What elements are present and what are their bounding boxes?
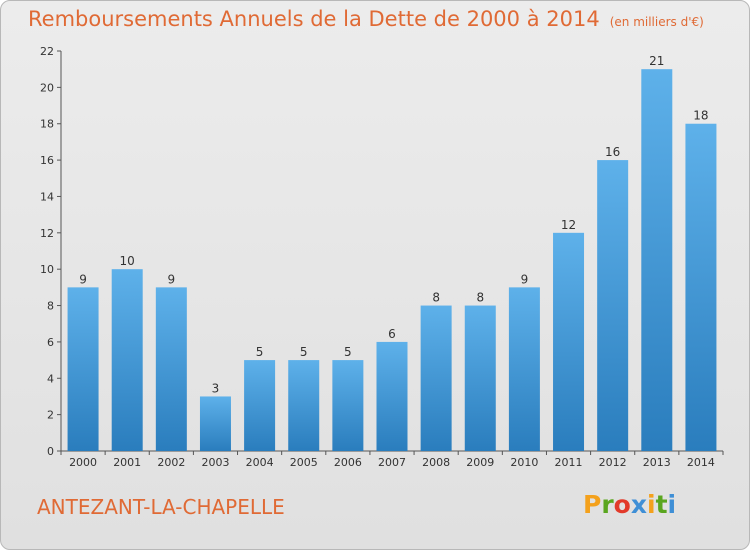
logo-letter: r xyxy=(601,490,614,519)
bar-2001 xyxy=(111,269,143,451)
bar-2010 xyxy=(508,287,540,451)
logo-letter: i xyxy=(647,490,656,519)
bar-2007 xyxy=(376,341,408,451)
y-tick-label: 12 xyxy=(40,227,54,240)
x-tick-label-2012: 2012 xyxy=(599,456,627,469)
logo-letter: t xyxy=(655,490,668,519)
bar-2003 xyxy=(199,396,231,451)
x-tick-label-2009: 2009 xyxy=(466,456,494,469)
bar-2011 xyxy=(553,232,585,451)
y-tick-label: 22 xyxy=(40,45,54,58)
bar-2005 xyxy=(288,360,320,451)
y-tick-label: 16 xyxy=(40,154,54,167)
y-tick-label: 4 xyxy=(47,372,54,385)
bar-2000 xyxy=(67,287,99,451)
value-label-2007: 6 xyxy=(388,327,396,341)
logo-letter: P xyxy=(583,490,602,519)
x-tick-label-2002: 2002 xyxy=(157,456,185,469)
x-tick-label-2010: 2010 xyxy=(510,456,538,469)
x-tick-label-2011: 2011 xyxy=(555,456,583,469)
proxiti-logo: Proxiti xyxy=(583,490,676,519)
x-tick-label-2005: 2005 xyxy=(290,456,318,469)
x-tick-label-2006: 2006 xyxy=(334,456,362,469)
y-tick-label: 6 xyxy=(47,336,54,349)
value-label-2006: 5 xyxy=(344,345,352,359)
y-tick-label: 10 xyxy=(40,263,54,276)
value-label-2013: 21 xyxy=(649,54,664,68)
value-label-2005: 5 xyxy=(300,345,308,359)
x-tick-label-2007: 2007 xyxy=(378,456,406,469)
logo-letter: o xyxy=(613,490,631,519)
value-label-2003: 3 xyxy=(212,381,220,395)
value-label-2009: 8 xyxy=(476,291,484,305)
value-label-2001: 10 xyxy=(120,254,135,268)
bar-2012 xyxy=(597,160,629,451)
x-tick-label-2004: 2004 xyxy=(246,456,274,469)
title-text: Remboursements Annuels de la Dette de 20… xyxy=(28,7,600,31)
logo-letter: i xyxy=(667,490,677,519)
x-tick-label-2001: 2001 xyxy=(113,456,141,469)
value-label-2010: 9 xyxy=(521,272,529,286)
logo-letter: x xyxy=(630,490,647,519)
bar-2004 xyxy=(244,360,276,451)
value-label-2014: 18 xyxy=(693,109,708,123)
y-tick-label: 0 xyxy=(47,445,54,458)
x-tick-label-2008: 2008 xyxy=(422,456,450,469)
value-label-2012: 16 xyxy=(605,145,620,159)
value-label-2011: 12 xyxy=(561,218,576,232)
y-tick-label: 2 xyxy=(47,409,54,422)
bar-2014 xyxy=(685,123,717,452)
value-label-2008: 8 xyxy=(432,291,440,305)
town-name: ANTEZANT-LA-CHAPELLE xyxy=(37,495,285,519)
chart-subtitle: (en milliers d'€) xyxy=(609,15,704,29)
x-tick-label-2014: 2014 xyxy=(687,456,715,469)
x-tick-label-2013: 2013 xyxy=(643,456,671,469)
x-tick-label-2000: 2000 xyxy=(69,456,97,469)
y-tick-label: 8 xyxy=(47,300,54,313)
value-label-2004: 5 xyxy=(256,345,264,359)
y-tick-label: 18 xyxy=(40,118,54,131)
y-tick-label: 20 xyxy=(40,81,54,94)
value-label-2002: 9 xyxy=(168,272,176,286)
bar-2006 xyxy=(332,360,364,451)
bar-2013 xyxy=(641,69,673,451)
bar-2008 xyxy=(420,305,452,451)
bar-2009 xyxy=(464,305,496,451)
chart-title: Remboursements Annuels de la Dette de 20… xyxy=(28,7,704,31)
value-label-2000: 9 xyxy=(79,272,87,286)
y-tick-label: 14 xyxy=(40,190,54,203)
x-tick-label-2003: 2003 xyxy=(201,456,229,469)
bar-2002 xyxy=(155,287,187,451)
